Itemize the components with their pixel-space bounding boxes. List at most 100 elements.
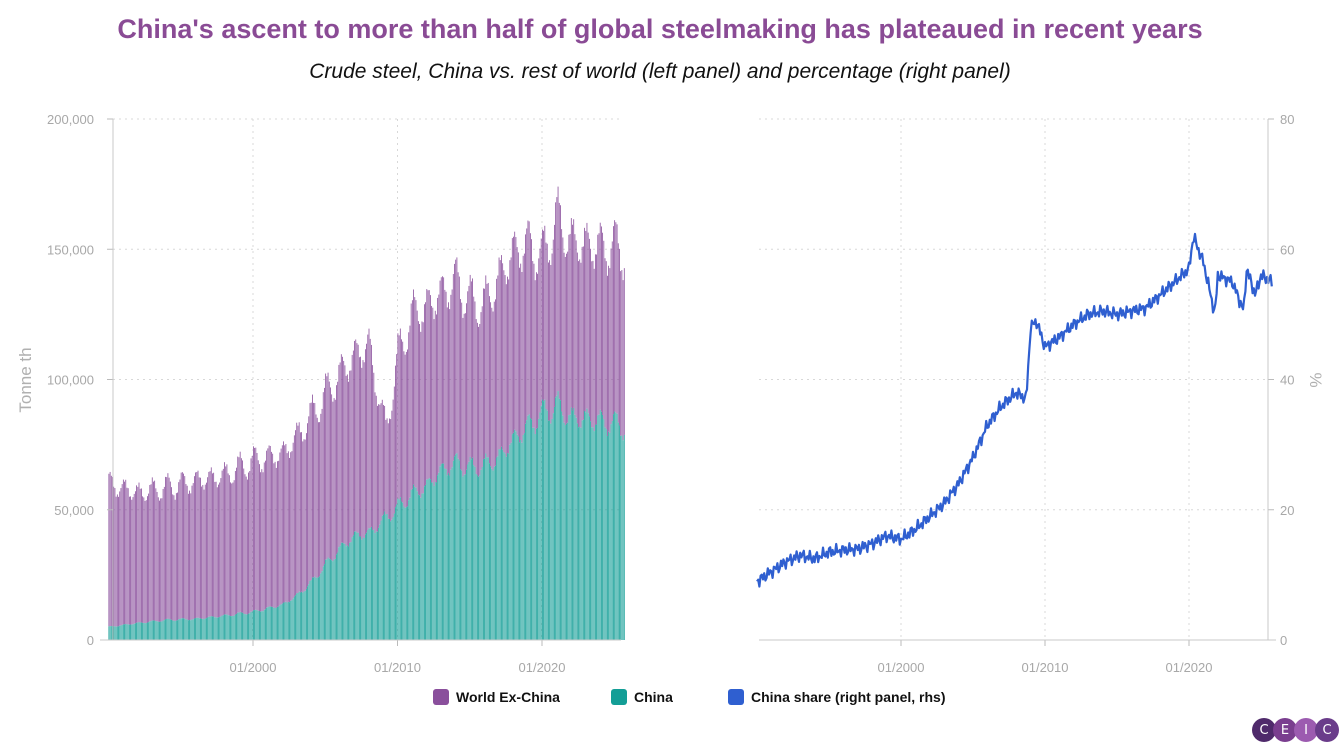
- bar-world-ex-china: [470, 281, 472, 460]
- bar-china: [416, 491, 418, 640]
- bar-china: [515, 431, 517, 640]
- bar-world-ex-china: [239, 451, 241, 612]
- bar-china: [570, 407, 572, 640]
- bar-china: [596, 424, 597, 640]
- bar-world-ex-china: [326, 376, 328, 560]
- bar-world-ex-china: [611, 241, 613, 421]
- bar-china: [431, 482, 433, 640]
- bar-world-ex-china: [324, 387, 325, 565]
- bar-world-ex-china: [615, 222, 617, 413]
- bar-world-ex-china: [166, 477, 168, 619]
- bar-china: [505, 456, 507, 640]
- bar-world-ex-china: [467, 291, 469, 465]
- bar-world-ex-china: [480, 312, 482, 470]
- ceic-logo: C E I C: [1252, 718, 1339, 742]
- legend-item-world-ex-china[interactable]: World Ex-China: [433, 689, 560, 705]
- bar-china: [525, 423, 526, 640]
- bar-world-ex-china: [224, 462, 225, 615]
- bar-china: [487, 457, 489, 640]
- bar-world-ex-china: [495, 299, 496, 466]
- bar-world-ex-china: [313, 402, 315, 578]
- bar-china: [461, 470, 463, 640]
- bar-world-ex-china: [581, 246, 583, 421]
- bar-world-ex-china: [567, 251, 569, 423]
- bar-china: [109, 626, 111, 640]
- bar-china: [289, 602, 290, 640]
- bar-world-ex-china: [284, 445, 286, 603]
- left-x-tick-label: 01/2020: [519, 660, 566, 675]
- bar-china: [609, 432, 611, 640]
- bar-china: [356, 532, 358, 640]
- bar-world-ex-china: [305, 433, 307, 589]
- bar-world-ex-china: [275, 467, 277, 609]
- bar-china: [534, 434, 536, 640]
- bar-world-ex-china: [548, 262, 549, 421]
- bar-china: [357, 532, 359, 640]
- bar-world-ex-china: [481, 306, 483, 467]
- bar-world-ex-china: [617, 243, 619, 423]
- bar-world-ex-china: [290, 452, 292, 601]
- bar-world-ex-china: [476, 322, 478, 476]
- legend-item-china[interactable]: China: [611, 689, 673, 705]
- bar-china: [212, 616, 213, 640]
- bar-world-ex-china: [221, 470, 223, 616]
- left-y-tick-label: 150,000: [47, 242, 94, 257]
- bar-world-ex-china: [532, 261, 534, 428]
- bar-china: [413, 484, 414, 640]
- bar-world-ex-china: [334, 399, 336, 559]
- bar-china: [605, 429, 607, 640]
- bar-world-ex-china: [551, 253, 553, 419]
- bar-world-ex-china: [113, 486, 115, 627]
- bar-china: [454, 456, 455, 640]
- bar-world-ex-china: [426, 289, 428, 480]
- bar-world-ex-china: [154, 480, 156, 621]
- bar-world-ex-china: [616, 224, 618, 414]
- bar-china: [226, 614, 228, 640]
- bar-china: [403, 506, 405, 640]
- bar-china: [608, 431, 610, 640]
- bar-china: [401, 501, 402, 640]
- logo-letter: E: [1273, 718, 1297, 742]
- bar-china: [389, 518, 390, 640]
- bar-world-ex-china: [292, 442, 294, 599]
- bar-world-ex-china: [534, 280, 536, 435]
- bar-china: [196, 617, 198, 640]
- bar-world-ex-china: [232, 482, 234, 616]
- bar-world-ex-china: [325, 373, 327, 560]
- bar-china: [489, 463, 490, 640]
- bar-china: [404, 507, 406, 640]
- bar-china: [302, 592, 304, 640]
- bar-china: [273, 607, 275, 640]
- bar-china: [330, 559, 331, 640]
- bar-china: [402, 502, 404, 640]
- bar-china: [584, 411, 585, 640]
- bar-china: [184, 618, 186, 640]
- bar-world-ex-china: [505, 284, 507, 457]
- bar-china: [261, 611, 263, 640]
- legend-item-china-share[interactable]: China share (right panel, rhs): [728, 689, 945, 705]
- bar-world-ex-china: [557, 186, 559, 392]
- bar-world-ex-china: [436, 314, 437, 483]
- bar-world-ex-china: [399, 328, 401, 498]
- bar-world-ex-china: [160, 498, 162, 622]
- bar-china: [574, 414, 576, 640]
- bar-china: [592, 427, 594, 640]
- bar-world-ex-china: [497, 275, 499, 457]
- bar-world-ex-china: [389, 418, 390, 519]
- bar-china: [478, 476, 479, 640]
- bar-world-ex-china: [482, 288, 484, 460]
- bar-china: [151, 620, 153, 640]
- bar-world-ex-china: [363, 362, 365, 539]
- bar-china: [162, 620, 164, 640]
- bar-world-ex-china: [138, 482, 140, 623]
- bar-world-ex-china: [245, 476, 247, 615]
- bar-world-ex-china: [621, 270, 623, 436]
- bar-world-ex-china: [342, 356, 343, 543]
- bar-world-ex-china: [331, 394, 333, 561]
- bar-world-ex-china: [491, 307, 493, 469]
- bar-world-ex-china: [521, 271, 523, 443]
- bar-china: [452, 460, 454, 640]
- bar-world-ex-china: [240, 458, 242, 613]
- bar-world-ex-china: [560, 205, 561, 401]
- bar-world-ex-china: [594, 254, 596, 425]
